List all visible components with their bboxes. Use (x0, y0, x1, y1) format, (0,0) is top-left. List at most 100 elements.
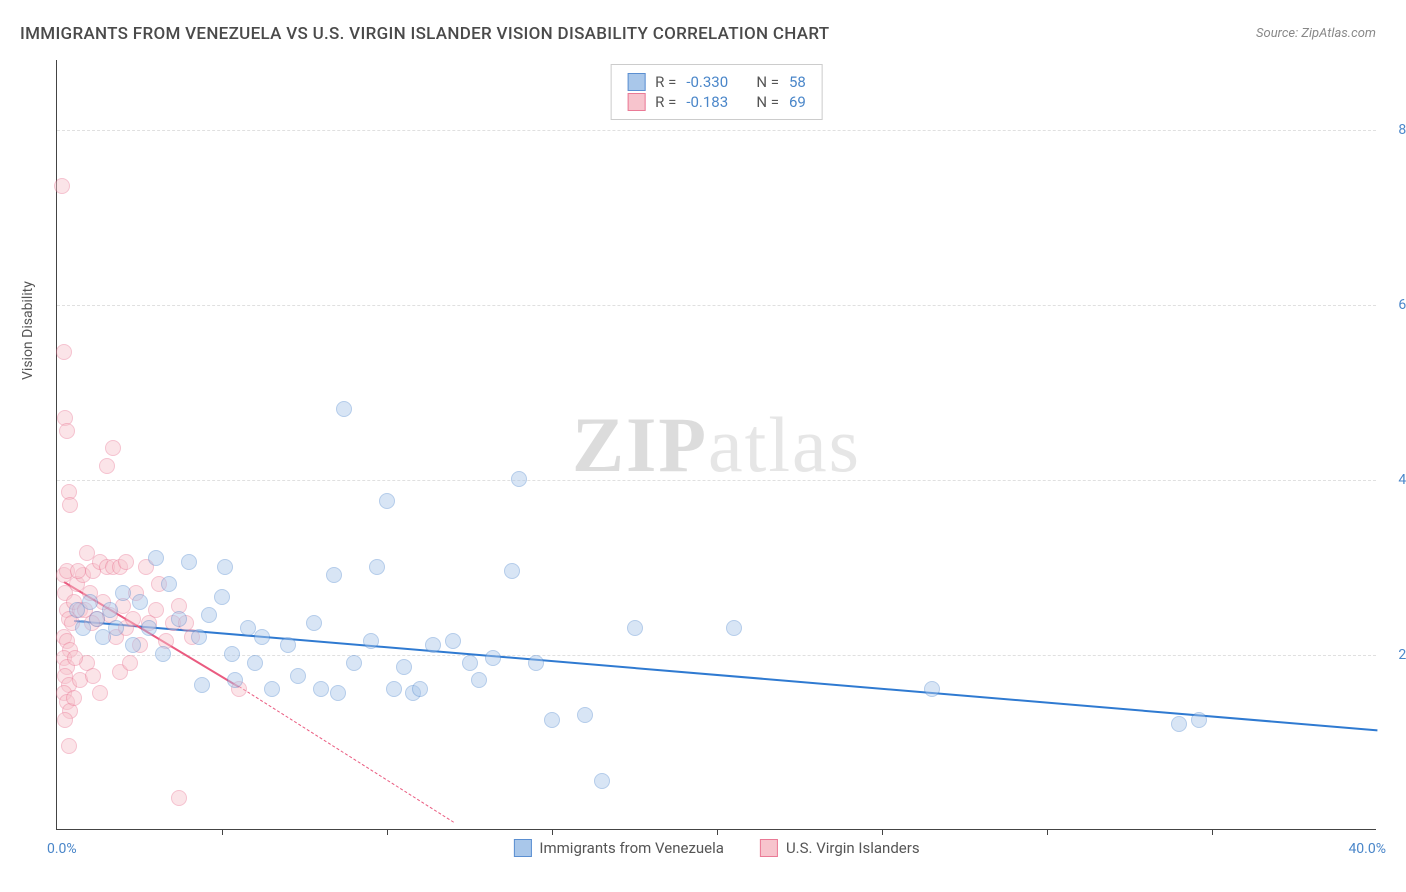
data-point (201, 607, 217, 623)
data-point (122, 655, 138, 671)
data-point (141, 620, 157, 636)
data-point (1191, 712, 1207, 728)
x-tick (717, 829, 718, 835)
swatch-bottom-2 (760, 839, 778, 857)
legend-label-2: U.S. Virgin Islanders (786, 839, 920, 857)
data-point (155, 646, 171, 662)
x-tick (552, 829, 553, 835)
legend-row-series2: R = -0.183 N = 69 (627, 93, 806, 111)
data-point (379, 493, 395, 509)
data-point (577, 707, 593, 723)
data-point (191, 629, 207, 645)
data-point (386, 681, 402, 697)
data-point (594, 773, 610, 789)
data-point (67, 650, 83, 666)
data-point (181, 554, 197, 570)
data-point (396, 659, 412, 675)
data-point (148, 550, 164, 566)
data-point (290, 668, 306, 684)
data-point (425, 637, 441, 653)
y-tick-label: 8.0% (1398, 122, 1406, 138)
data-point (217, 559, 233, 575)
swatch-series2 (627, 93, 645, 111)
x-tick (882, 829, 883, 835)
data-point (544, 712, 560, 728)
data-point (336, 401, 352, 417)
data-point (346, 655, 362, 671)
x-max-label: 40.0% (1348, 841, 1386, 857)
r-label-2: R = (655, 93, 676, 111)
data-point (363, 633, 379, 649)
data-point (118, 554, 134, 570)
swatch-series1 (627, 73, 645, 91)
data-point (70, 563, 86, 579)
data-point (369, 559, 385, 575)
n-value-1: 58 (789, 73, 806, 91)
data-point (148, 602, 164, 618)
r-label-1: R = (655, 73, 676, 91)
gridline (57, 130, 1376, 131)
data-point (264, 681, 280, 697)
x-tick (222, 829, 223, 835)
data-point (99, 458, 115, 474)
swatch-bottom-1 (513, 839, 531, 857)
r-value-2: -0.183 (686, 93, 746, 111)
source-label: Source: ZipAtlas.com (1256, 26, 1376, 41)
data-point (1171, 716, 1187, 732)
data-point (82, 594, 98, 610)
data-point (504, 563, 520, 579)
data-point (485, 650, 501, 666)
legend-label-1: Immigrants from Venezuela (539, 839, 724, 857)
gridline (57, 480, 1376, 481)
data-point (54, 178, 70, 194)
y-tick-label: 2.0% (1398, 647, 1406, 663)
gridline (57, 305, 1376, 306)
data-point (59, 423, 75, 439)
watermark: ZIPatlas (572, 400, 861, 490)
data-point (132, 594, 148, 610)
data-point (171, 790, 187, 806)
data-point (125, 611, 141, 627)
data-point (462, 655, 478, 671)
n-value-2: 69 (789, 93, 806, 111)
legend-correlation: R = -0.330 N = 58 R = -0.183 N = 69 (610, 64, 823, 120)
data-point (161, 576, 177, 592)
data-point (56, 344, 72, 360)
data-point (61, 738, 77, 754)
data-point (254, 629, 270, 645)
y-tick-label: 6.0% (1398, 297, 1406, 313)
chart-title: IMMIGRANTS FROM VENEZUELA VS U.S. VIRGIN… (20, 24, 829, 44)
plot-area: ZIPatlas R = -0.330 N = 58 R = -0.183 N … (56, 60, 1376, 830)
r-value-1: -0.330 (686, 73, 746, 91)
data-point (171, 611, 187, 627)
data-point (471, 672, 487, 688)
x-tick (1212, 829, 1213, 835)
data-point (306, 615, 322, 631)
n-label-1: N = (756, 73, 779, 91)
data-point (726, 620, 742, 636)
data-point (105, 440, 121, 456)
legend-item-2: U.S. Virgin Islanders (760, 839, 920, 857)
data-point (528, 655, 544, 671)
x-tick (1047, 829, 1048, 835)
watermark-bold: ZIP (572, 401, 708, 488)
data-point (445, 633, 461, 649)
data-point (57, 712, 73, 728)
legend-bottom: Immigrants from Venezuela U.S. Virgin Is… (513, 839, 919, 857)
data-point (125, 637, 141, 653)
data-point (924, 681, 940, 697)
data-point (214, 589, 230, 605)
n-label-2: N = (756, 93, 779, 111)
data-point (412, 681, 428, 697)
data-point (66, 690, 82, 706)
data-point (194, 677, 210, 693)
data-point (247, 655, 263, 671)
x-origin-label: 0.0% (47, 841, 77, 857)
y-tick-label: 4.0% (1398, 472, 1406, 488)
data-point (92, 685, 108, 701)
data-point (62, 497, 78, 513)
data-point (85, 668, 101, 684)
data-point (115, 585, 131, 601)
data-point (511, 471, 527, 487)
data-point (224, 646, 240, 662)
